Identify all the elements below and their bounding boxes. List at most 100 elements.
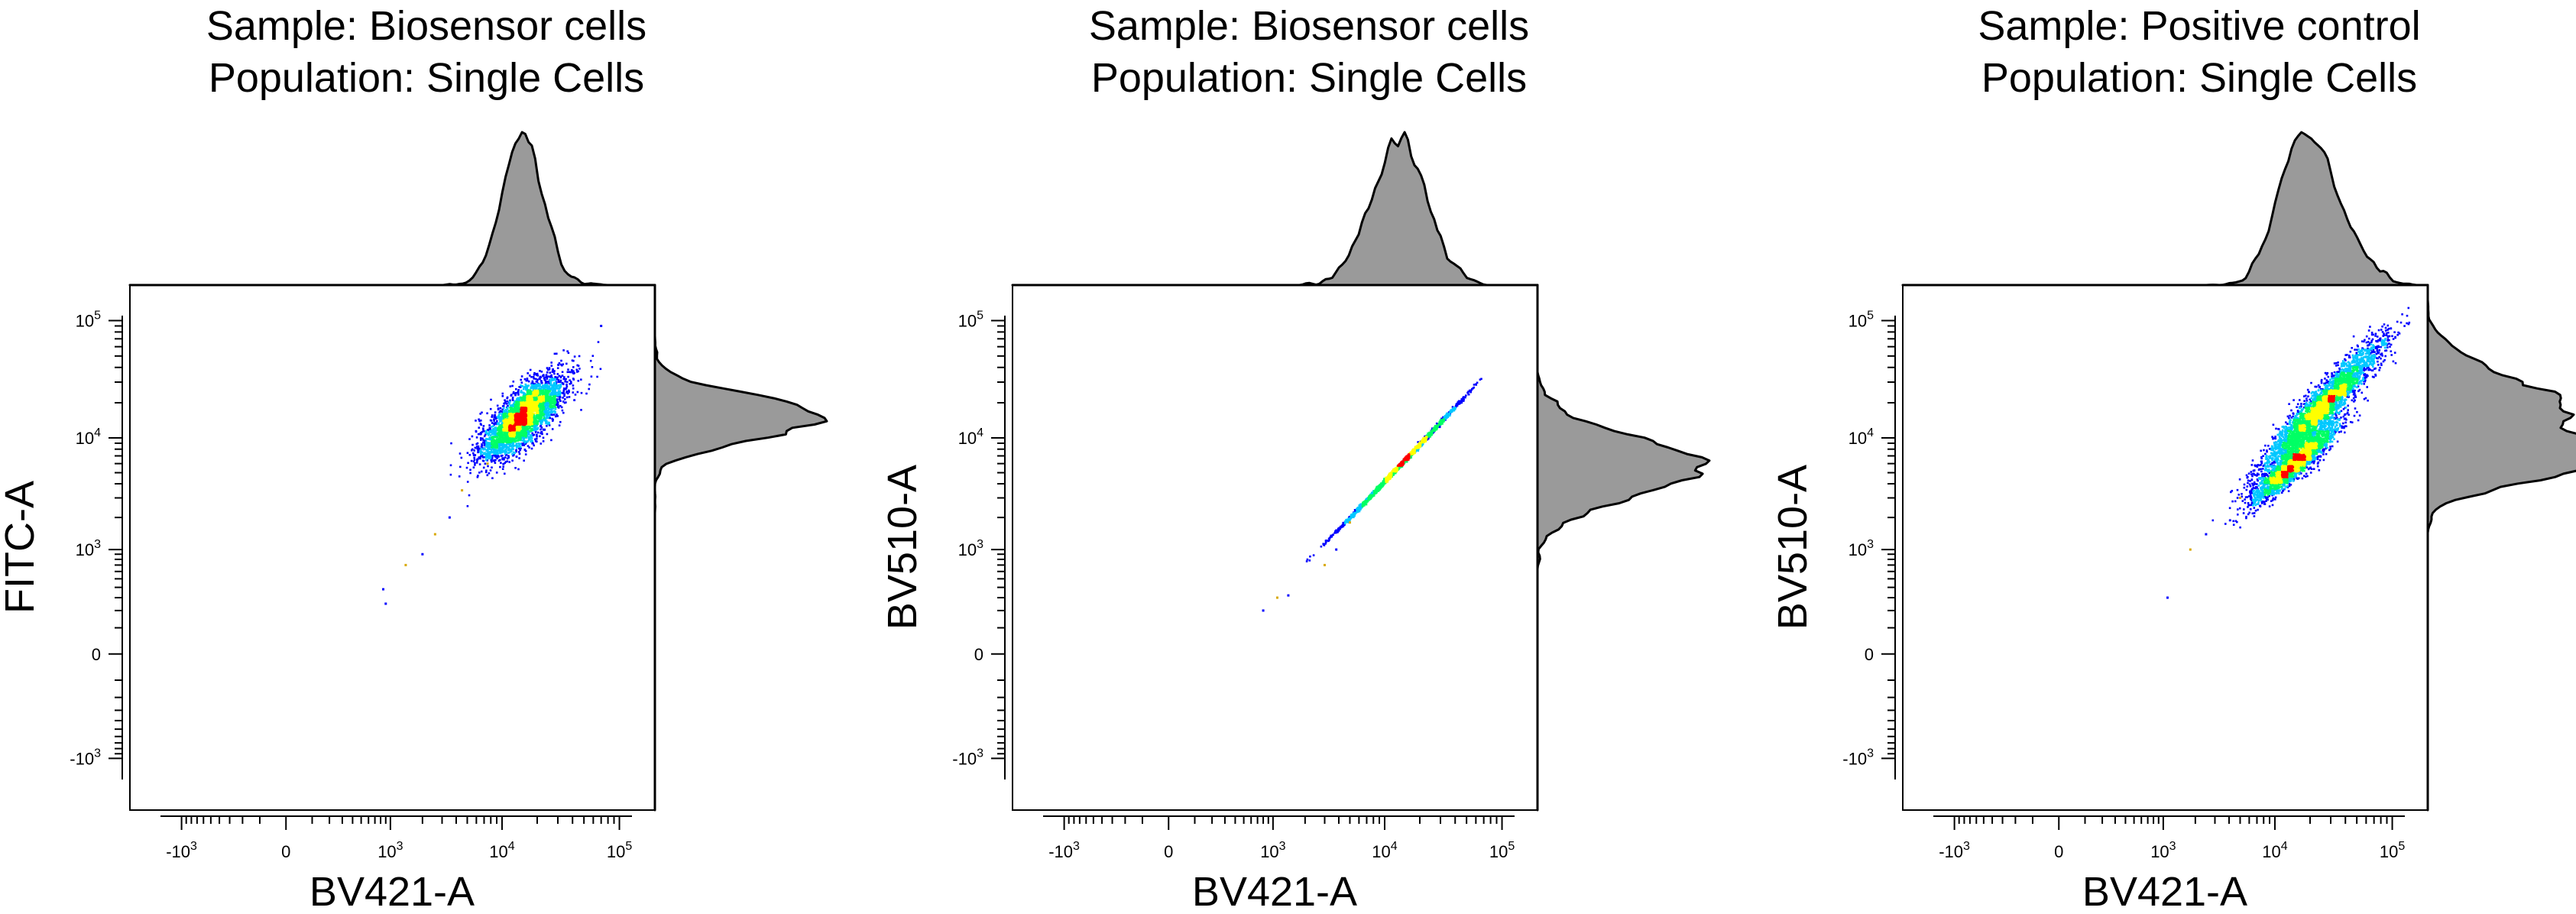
data-point: [573, 399, 575, 401]
panel-1: Sample: Biosensor cells Population: Singl…: [0, 0, 859, 914]
data-point: [506, 408, 509, 410]
data-point: [1441, 421, 1444, 423]
data-point: [507, 452, 510, 455]
data-point: [494, 436, 497, 438]
data-point: [512, 448, 515, 450]
data-point: [576, 391, 579, 394]
data-point: [488, 443, 491, 446]
data-point: [511, 447, 514, 449]
data-point: [539, 397, 542, 400]
data-point: [470, 459, 473, 462]
data-point: [517, 389, 520, 391]
data-point: [1369, 497, 1372, 499]
data-point: [498, 423, 501, 426]
data-point: [557, 401, 559, 404]
data-point: [510, 432, 512, 434]
data-point: [1362, 501, 1365, 504]
data-point: [494, 446, 497, 449]
data-point: [561, 371, 564, 374]
data-point: [1325, 540, 1328, 542]
data-point: [549, 395, 552, 398]
data-point: [523, 409, 526, 412]
data-point: [554, 411, 556, 414]
data-point: [549, 393, 552, 396]
data-point: [524, 415, 527, 417]
data-point: [521, 444, 524, 446]
data-point: [554, 391, 557, 394]
data-point: [545, 422, 547, 424]
data-point: [501, 443, 504, 446]
data-point: [527, 439, 530, 442]
data-point: [512, 451, 515, 454]
data-point: [541, 404, 544, 407]
data-point: [474, 454, 477, 456]
data-point: [533, 416, 535, 419]
data-point: [504, 440, 507, 442]
data-point: [488, 442, 491, 445]
chart-title-line: Population: Single Cells: [1091, 55, 1527, 101]
data-point: [542, 440, 545, 442]
data-point: [501, 449, 504, 452]
data-point: [526, 388, 528, 391]
data-point: [522, 442, 524, 445]
data-point: [1436, 426, 1438, 429]
data-point: [577, 365, 580, 367]
data-point: [497, 452, 500, 455]
data-point: [1449, 414, 1451, 416]
data-point: [535, 422, 538, 424]
data-point: [531, 434, 534, 437]
data-point: [520, 400, 522, 402]
data-point: [498, 438, 501, 440]
top-histogram: [128, 131, 656, 287]
data-point: [525, 410, 527, 412]
data-point: [1356, 510, 1359, 513]
data-point: [538, 378, 541, 380]
data-point: [569, 383, 572, 385]
x-tick-label: 104: [489, 840, 514, 861]
data-point: [533, 433, 536, 436]
data-point: [549, 380, 552, 382]
data-point: [1460, 398, 1463, 400]
data-point: [553, 370, 556, 372]
data-point: [484, 453, 487, 455]
data-point: [541, 381, 543, 384]
data-point: [1475, 384, 1477, 386]
data-point: [502, 405, 505, 407]
data-point: [1450, 410, 1453, 413]
data-point: [530, 418, 533, 420]
data-point: [526, 397, 529, 399]
data-point: [536, 383, 539, 386]
data-point: [554, 376, 556, 378]
data-point: [504, 431, 506, 433]
data-point: [450, 442, 452, 445]
data-point: [538, 383, 540, 386]
data-point: [504, 413, 507, 416]
data-point: [513, 453, 515, 456]
data-point: [495, 429, 497, 432]
data-point: [532, 402, 534, 405]
data-point: [554, 401, 557, 404]
data-point: [480, 447, 483, 450]
data-point: [1329, 536, 1332, 539]
data-point: [1455, 404, 1457, 407]
data-point: [541, 391, 544, 394]
data-point: [539, 435, 541, 438]
data-point: [541, 406, 544, 408]
data-point: [542, 436, 545, 439]
data-point: [514, 467, 517, 469]
data-point: [543, 416, 546, 418]
data-point: [533, 404, 535, 406]
data-point: [524, 433, 527, 436]
x-tick-label: -103: [166, 840, 197, 861]
data-point: [511, 442, 514, 446]
data-point: [559, 363, 562, 366]
data-point: [483, 442, 486, 444]
data-point: [499, 465, 501, 468]
data-point: [529, 389, 532, 391]
data-point: [514, 452, 516, 454]
data-point: [515, 387, 517, 391]
data-point: [1373, 492, 1375, 495]
data-point: [569, 379, 571, 381]
data-point: [577, 370, 579, 373]
data-point: [536, 391, 540, 394]
